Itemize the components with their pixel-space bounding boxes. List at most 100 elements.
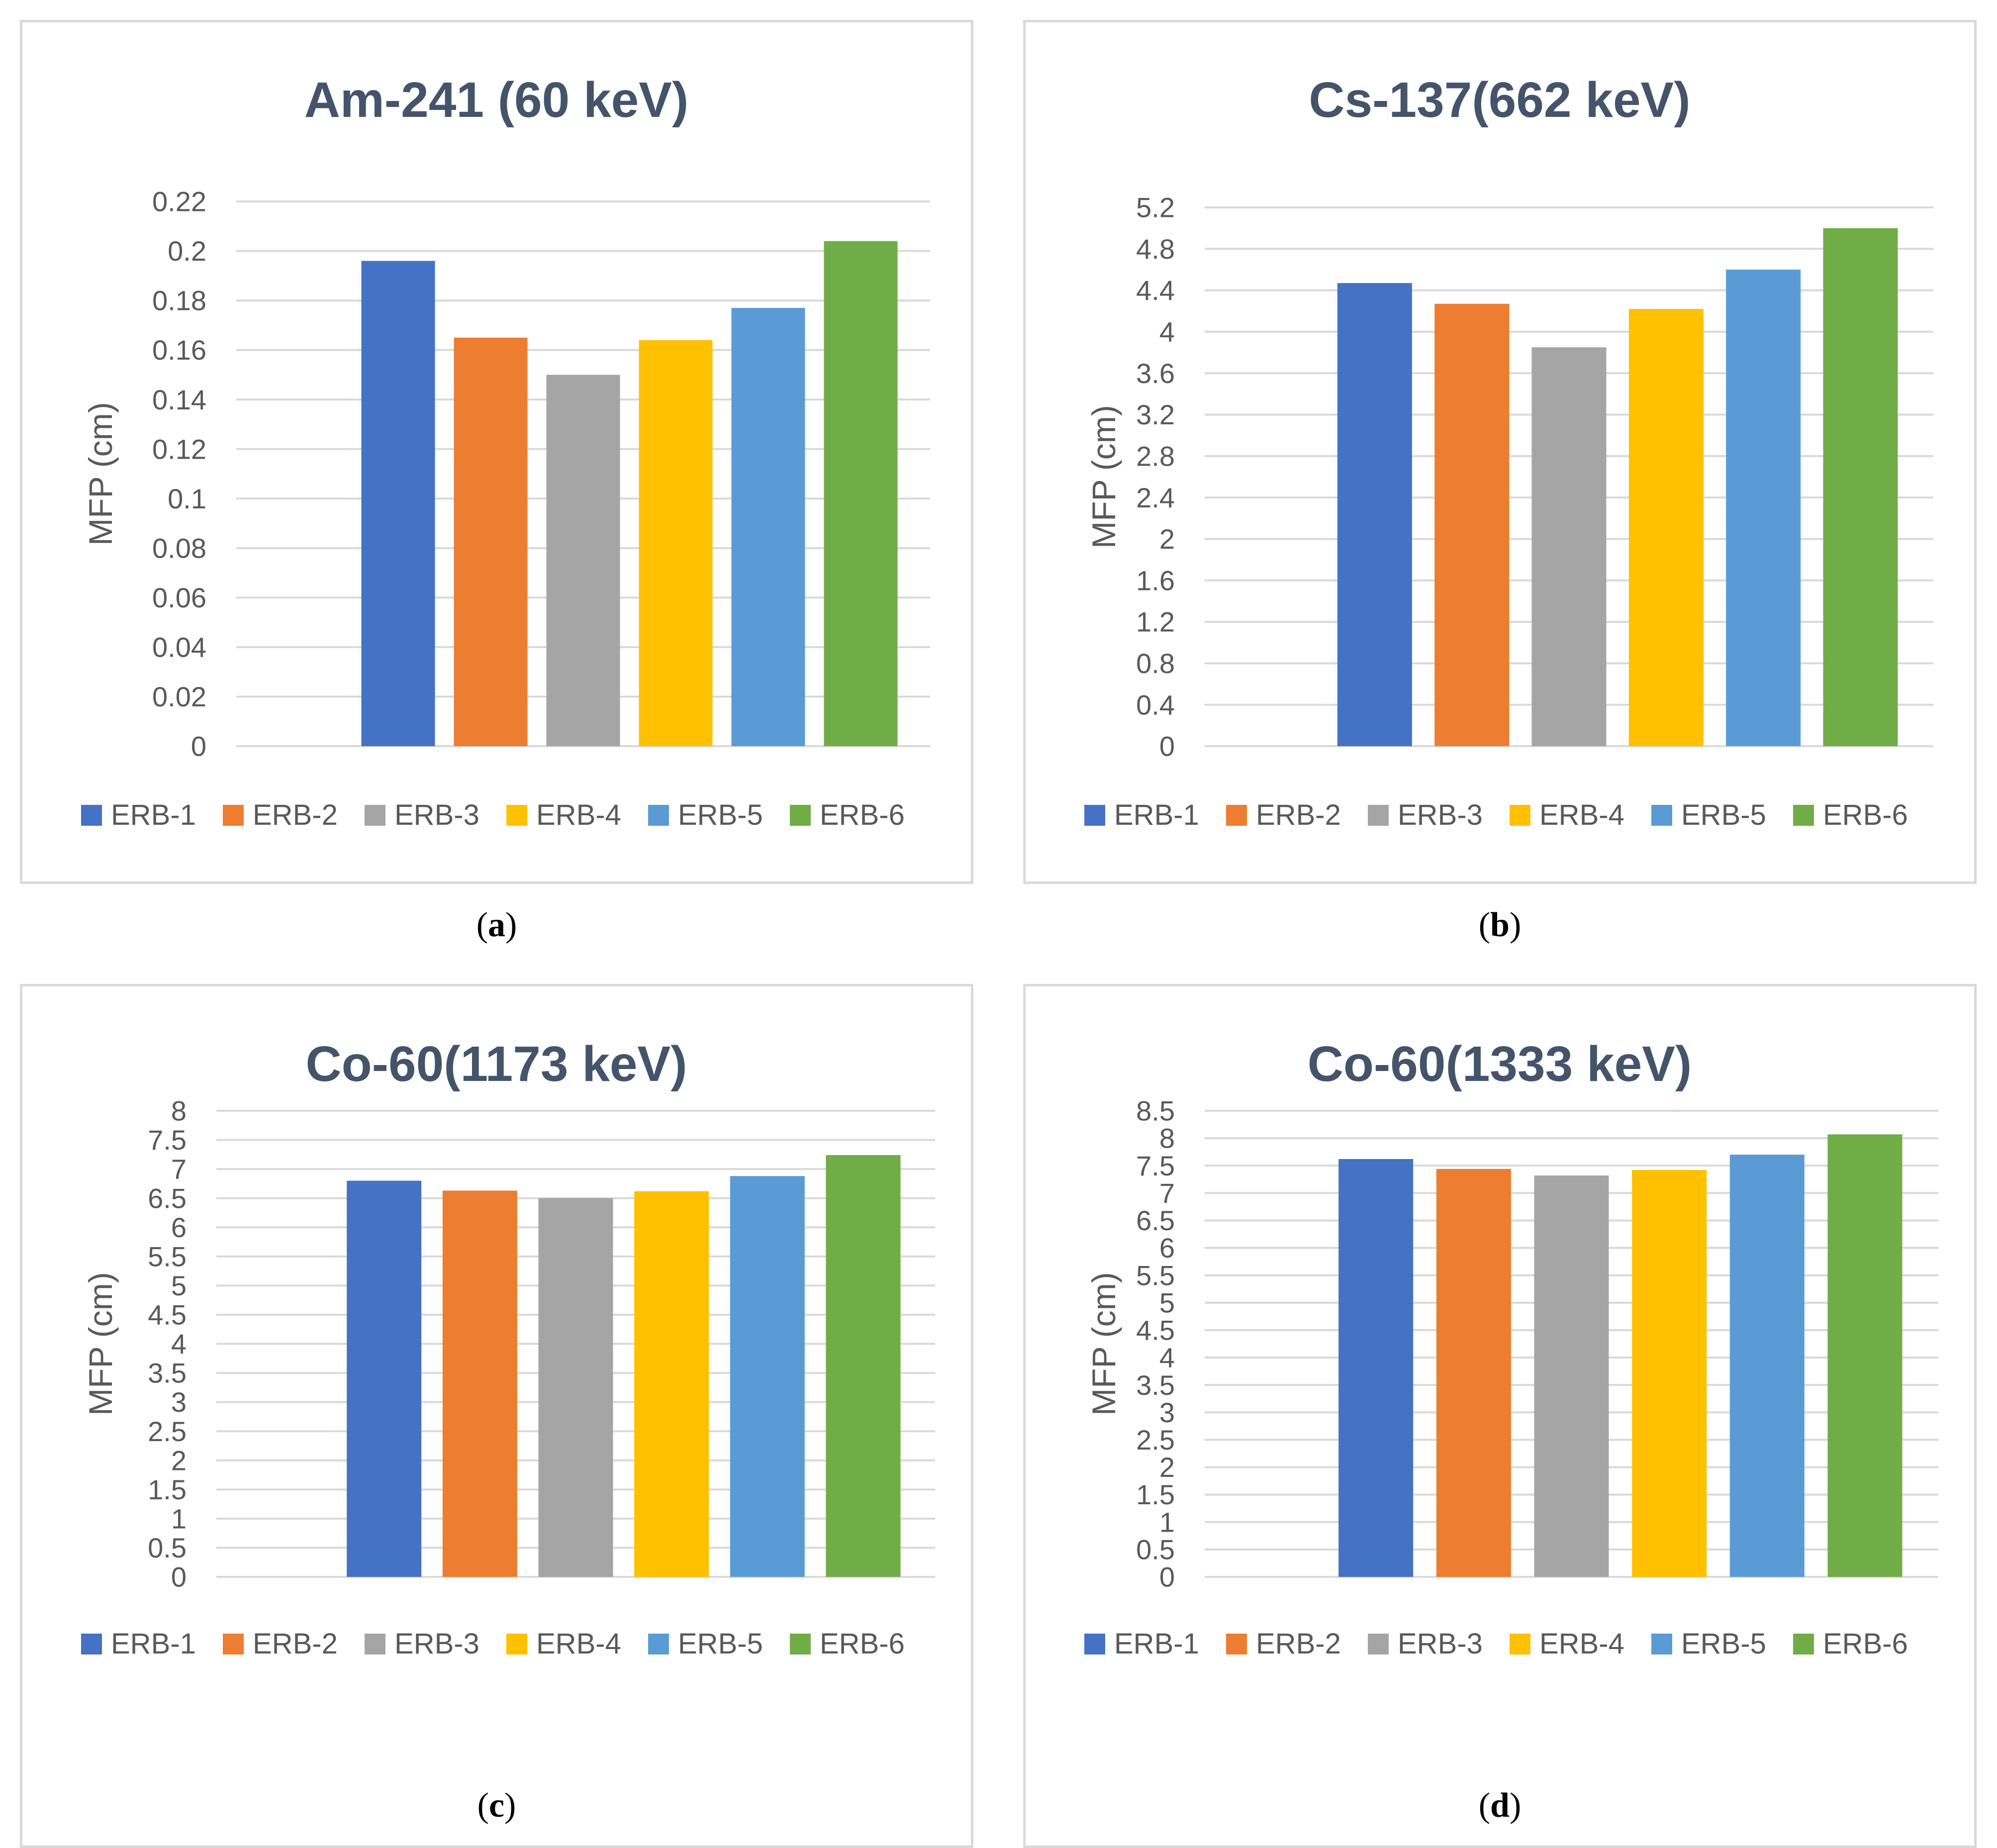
legend-label: ERB-3 xyxy=(1398,799,1483,831)
legend-label: ERB-4 xyxy=(536,799,621,831)
chart-co60-1333: Co-60(1333 keV)MFP (cm)00.511.522.533.54… xyxy=(1084,1036,1938,1660)
bar-erb-4 xyxy=(1632,1170,1707,1577)
bar-erb-6 xyxy=(824,241,898,746)
legend-label: ERB-2 xyxy=(1256,1628,1341,1660)
legend-swatch xyxy=(1793,1634,1814,1654)
bar-erb-6 xyxy=(826,1155,901,1577)
y-tick-label: 4 xyxy=(1159,1342,1175,1373)
y-tick-label: 3 xyxy=(1159,1397,1175,1428)
y-axis-label: MFP (cm) xyxy=(1085,1272,1122,1415)
caption-a: (a) xyxy=(476,906,517,944)
chart-co60-1173: Co-60(1173 keV)MFP (cm)00.511.522.533.54… xyxy=(81,1036,935,1660)
y-tick-label: 0.08 xyxy=(152,532,206,564)
bar-erb-3 xyxy=(546,375,620,746)
y-tick-label: 2 xyxy=(171,1445,187,1476)
y-tick-label: 0.22 xyxy=(152,186,206,217)
y-tick-label: 4.5 xyxy=(1136,1315,1175,1346)
y-tick-label: 0.02 xyxy=(152,681,206,712)
y-tick-label: 1.6 xyxy=(1136,565,1175,596)
legend-swatch xyxy=(1510,1634,1530,1654)
legend-label: ERB-1 xyxy=(1114,1628,1199,1660)
legend-label: ERB-3 xyxy=(394,1628,479,1660)
legend-swatch xyxy=(790,1634,811,1654)
y-tick-label: 6 xyxy=(171,1212,187,1243)
legend-swatch xyxy=(365,805,385,826)
y-tick-label: 5 xyxy=(1159,1287,1175,1318)
y-tick-label: 1.5 xyxy=(1136,1479,1175,1510)
y-tick-label: 3 xyxy=(171,1386,187,1418)
bar-erb-2 xyxy=(442,1190,517,1577)
legend-swatch xyxy=(506,805,527,826)
bar-erb-6 xyxy=(1823,228,1898,747)
legend-swatch xyxy=(365,1634,385,1654)
y-tick-label: 0.4 xyxy=(1136,689,1175,720)
legend-swatch xyxy=(506,1634,527,1654)
legend-swatch xyxy=(223,805,244,826)
bar-erb-5 xyxy=(731,308,805,746)
bar-erb-3 xyxy=(1531,347,1607,746)
bar-erb-6 xyxy=(1827,1134,1902,1577)
chart-title: Co-60(1333 keV) xyxy=(1308,1036,1692,1092)
y-tick-label: 2 xyxy=(1159,1452,1175,1483)
y-tick-label: 3.6 xyxy=(1136,358,1175,389)
legend-swatch xyxy=(81,1634,102,1654)
bar-erb-5 xyxy=(1726,269,1801,746)
y-tick-label: 2.5 xyxy=(148,1416,187,1447)
legend-swatch xyxy=(1651,1634,1672,1654)
y-tick-label: 2.4 xyxy=(1136,482,1175,513)
bar-erb-3 xyxy=(538,1198,613,1577)
y-tick-label: 4 xyxy=(171,1328,187,1360)
bar-erb-2 xyxy=(1436,1168,1511,1577)
bar-erb-4 xyxy=(1628,309,1704,746)
bar-erb-1 xyxy=(1338,1159,1414,1577)
y-tick-label: 6.5 xyxy=(1136,1205,1175,1236)
y-tick-label: 2.8 xyxy=(1136,440,1175,472)
bar-erb-1 xyxy=(347,1180,422,1577)
bar-erb-5 xyxy=(1729,1155,1805,1577)
legend-swatch xyxy=(1368,1634,1389,1654)
legend-swatch xyxy=(648,1634,669,1654)
legend-swatch xyxy=(1510,805,1530,826)
legend-label: ERB-6 xyxy=(820,799,905,831)
legend-swatch xyxy=(1084,1634,1105,1654)
legend-label: ERB-2 xyxy=(253,799,338,831)
y-tick-label: 4.4 xyxy=(1136,275,1175,306)
y-tick-label: 0.2 xyxy=(168,235,206,267)
chart-cs137: Cs-137(662 keV) MFP (cm) 0 0.4 0.8 1.2 1.6 2 2.4… xyxy=(1084,72,1933,831)
y-tick-label: 5 xyxy=(171,1270,187,1301)
y-axis-label: MFP (cm) xyxy=(82,1272,119,1415)
chart-am241: Am-241 (60 keV) MFP (cm) 0 0.02 0.04 0.06 0.08… xyxy=(81,72,930,831)
y-tick-label: 5.2 xyxy=(1136,192,1175,223)
caption-b: (b) xyxy=(1478,906,1522,944)
legend-label: ERB-3 xyxy=(394,799,479,831)
legend-swatch xyxy=(223,1634,244,1654)
caption-c: (c) xyxy=(477,1786,516,1825)
y-tick-label: 0 xyxy=(191,731,206,762)
legend-label: ERB-2 xyxy=(1256,799,1341,831)
y-tick-label: 4.8 xyxy=(1136,233,1175,265)
y-tick-label: 2.5 xyxy=(1136,1424,1175,1456)
y-tick-label: 8.5 xyxy=(1136,1095,1175,1127)
y-tick-label: 8 xyxy=(171,1095,187,1127)
bar-erb-2 xyxy=(1434,303,1510,746)
bar-erb-5 xyxy=(730,1176,805,1577)
legend-label: ERB-6 xyxy=(1823,799,1908,831)
y-tick-label: 0 xyxy=(171,1561,187,1593)
y-tick-label: 0.04 xyxy=(152,632,206,663)
legend-swatch xyxy=(1368,805,1389,826)
bar-erb-1 xyxy=(361,261,435,746)
legend-label: ERB-5 xyxy=(678,1628,763,1660)
y-tick-label: 1 xyxy=(1159,1506,1175,1538)
y-tick-label: 1 xyxy=(171,1503,187,1534)
chart-title: Cs-137(662 keV) xyxy=(1309,72,1690,128)
legend-swatch xyxy=(1226,805,1247,826)
y-tick-label: 0 xyxy=(1159,1561,1175,1593)
chart-title: Am-241 (60 keV) xyxy=(304,72,689,128)
chart-panel-c: Co-60(1173 keV) MFP (cm) 0 0.5 1 1.5 2 2.5 3 3.5 4… xyxy=(20,984,973,1848)
chart-panel-b: Cs-137(662 keV) MFP (cm) 0 0.4 0.8 1.2 1.6 2 2.4… xyxy=(1023,20,1977,884)
y-tick-label: 4.5 xyxy=(148,1299,187,1331)
legend-label: ERB-6 xyxy=(1823,1628,1908,1660)
bar-erb-1 xyxy=(1337,283,1412,746)
legend-label: ERB-6 xyxy=(820,1628,905,1660)
bar-erb-3 xyxy=(1534,1175,1609,1577)
